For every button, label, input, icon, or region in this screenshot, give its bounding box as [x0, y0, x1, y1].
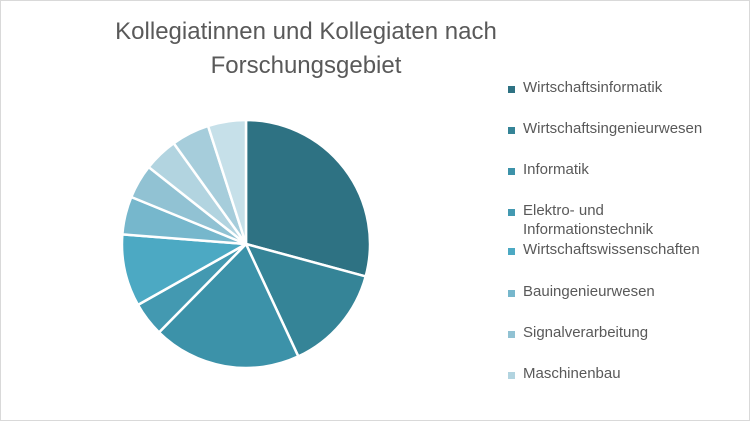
chart-title-line-1: Kollegiatinnen und Kollegiaten nach: [115, 18, 497, 45]
legend-swatch-signalverarbeitung: [508, 331, 515, 338]
legend-swatch-wirtschaftsingenieurwesen: [508, 127, 515, 134]
legend-label-wirtschaftswissenschaften: Wirtschaftswissenschaften: [523, 241, 700, 258]
legend-label-signalverarbeitung: Signalverarbeitung: [523, 324, 649, 341]
legend-label-line-1: Elektro- und: [523, 202, 604, 219]
chart-title-line-2: Forschungsgebiet: [210, 52, 402, 79]
legend-label-informatik: Informatik: [523, 161, 589, 178]
legend-swatch-informatik: [508, 168, 515, 175]
chart-title: Kollegiatinnen und Kollegiaten nach Fors…: [111, 15, 501, 83]
legend-swatch-wirtschaftswissenschaften: [508, 248, 515, 255]
pie-slice-wirtschaftsinformatik: [244, 118, 372, 278]
legend-label-elektro-informationstechnik: Elektro- und Informationstechnik: [523, 201, 743, 239]
legend-label-maschinenbau: Maschinenbau: [523, 365, 621, 382]
legend-label-wirtschaftsingenieurwesen: Wirtschaftsingenieurwesen: [523, 120, 703, 137]
pie-slice-informatik: [157, 242, 300, 370]
pie-slices: [120, 118, 372, 370]
legend-label-bauingenieurwesen: Bauingenieurwesen: [523, 283, 655, 300]
legend-label-line-2: Informationstechnik: [523, 221, 654, 238]
legend-label-wirtschaftsinformatik: Wirtschaftsinformatik: [523, 79, 663, 96]
legend-swatch-maschinenbau: [508, 372, 515, 379]
legend-swatch-elektro-informationstechnik: [508, 209, 515, 216]
pie-slice-wirtschaftsingenieurwesen: [244, 242, 367, 358]
legend-swatch-wirtschaftsinformatik: [508, 86, 515, 93]
legend-swatch-bauingenieurwesen: [508, 290, 515, 297]
pie-slice-slice-extra-2: [206, 118, 248, 246]
